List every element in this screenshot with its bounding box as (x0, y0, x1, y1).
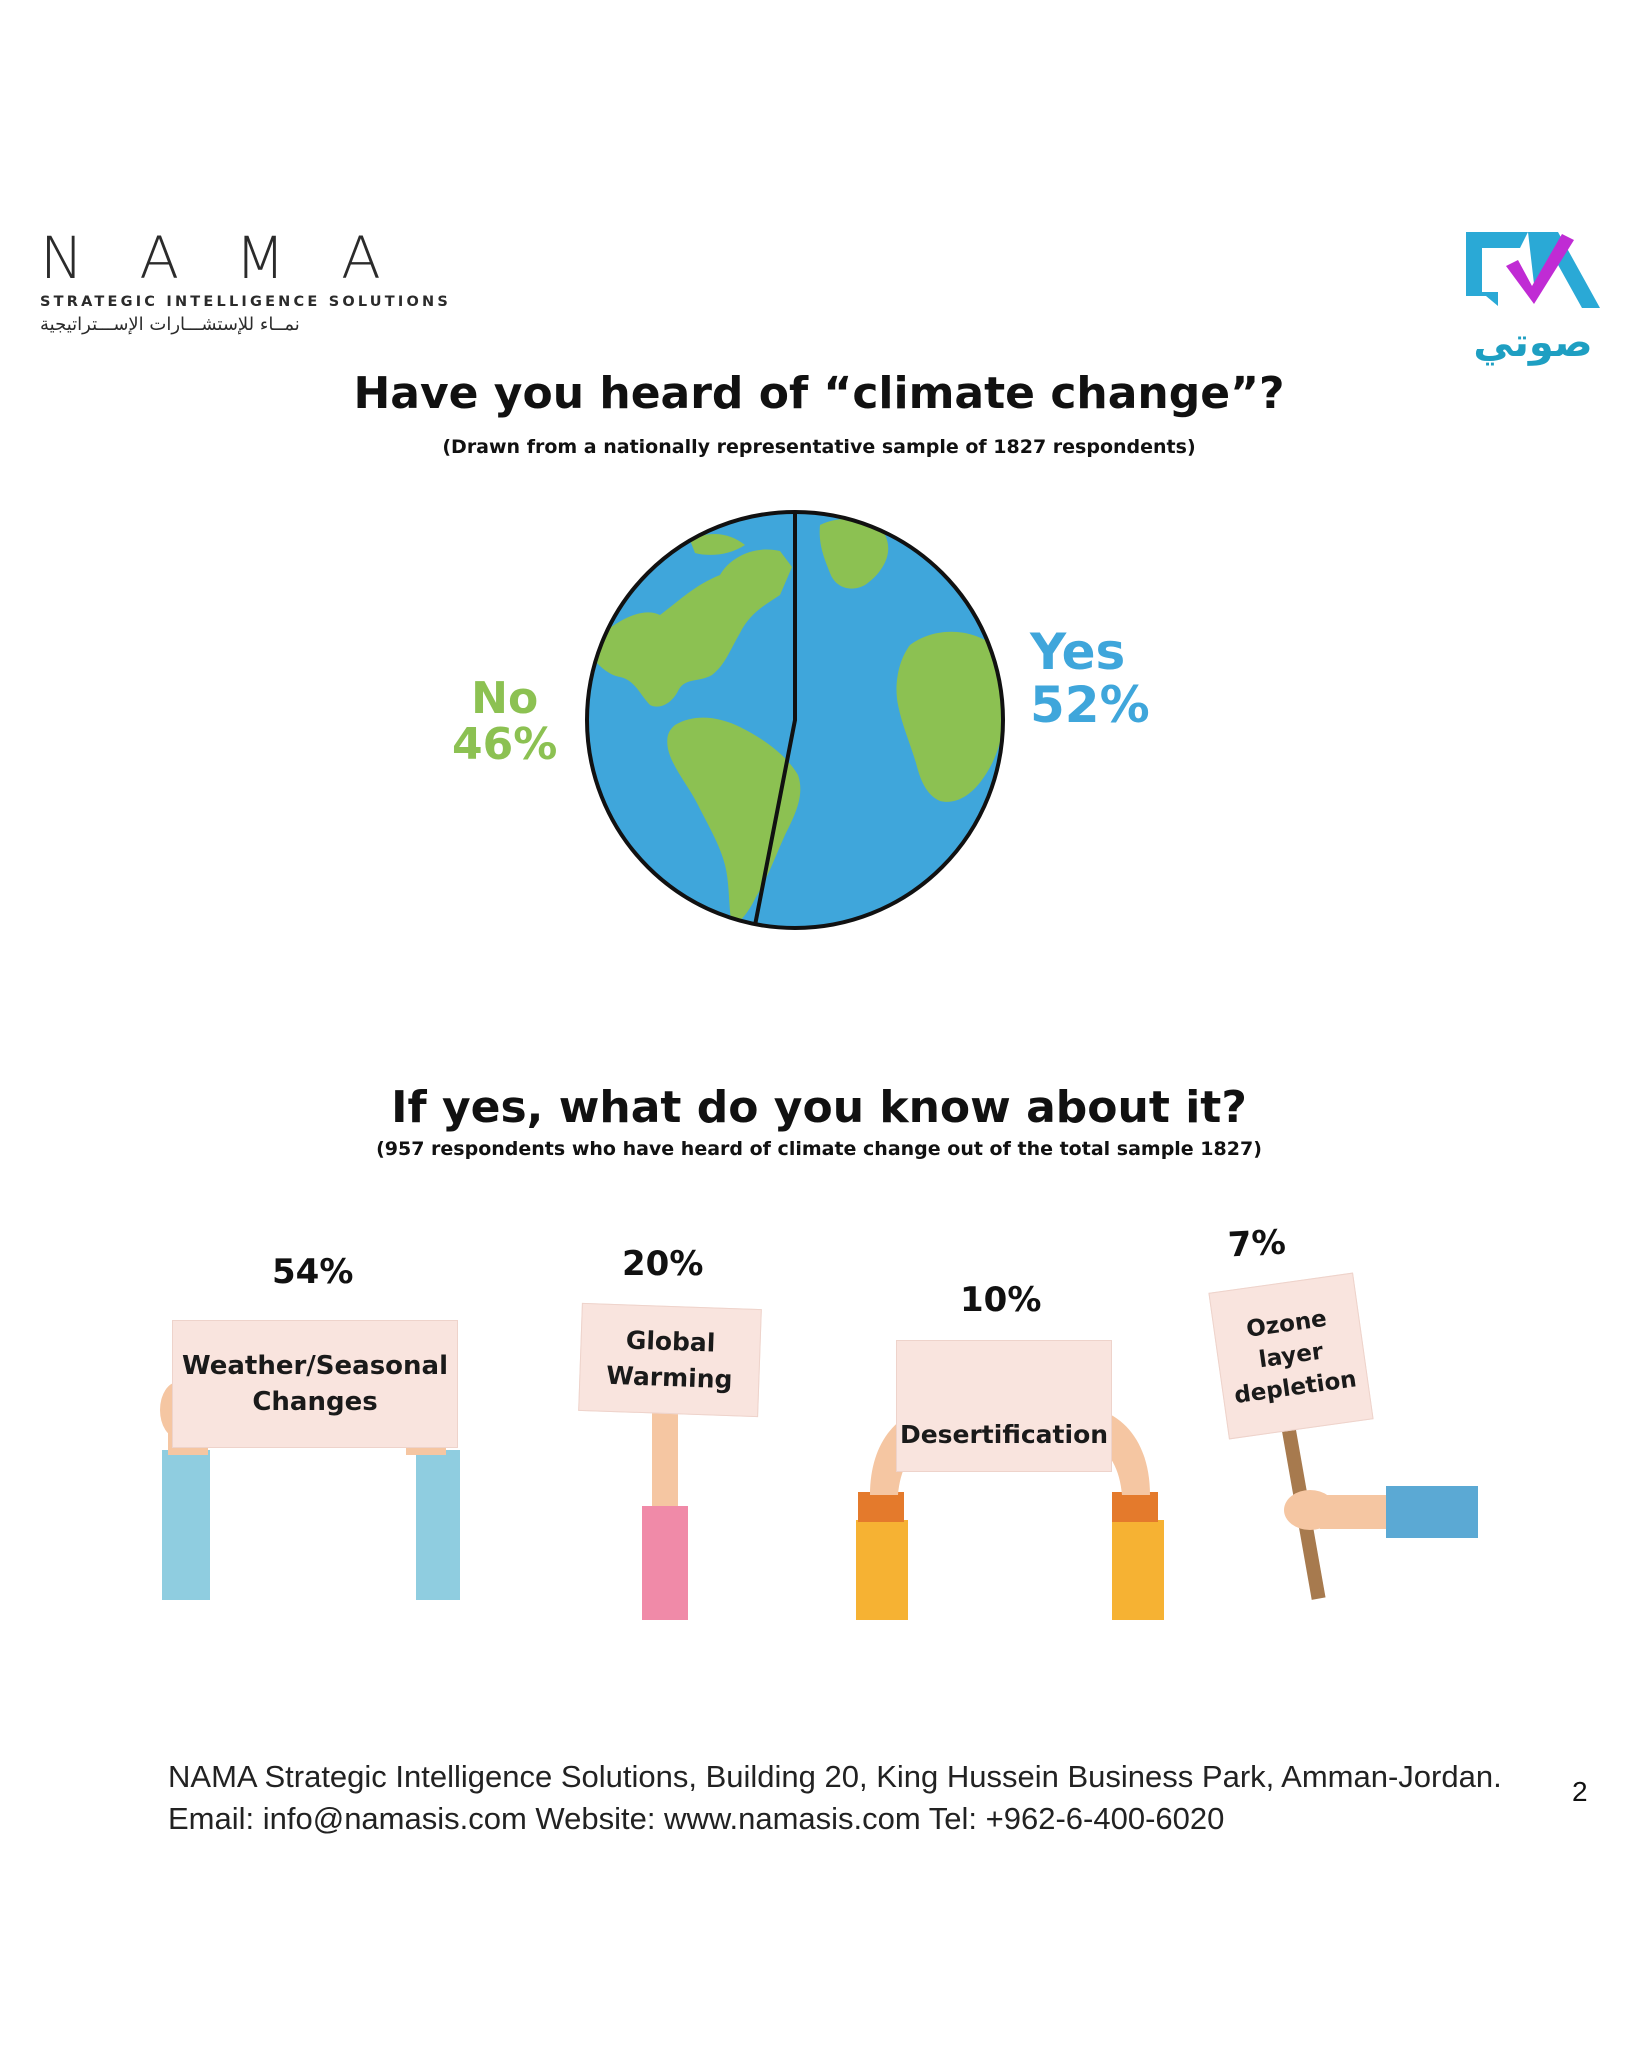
sign-board: Ozone layer depletion (1208, 1272, 1374, 1440)
nama-logo-letters: NAMA (40, 224, 437, 292)
sign-text-line: Weather/Seasonal (181, 1351, 449, 1381)
footer-contact: NAMA Strategic Intelligence Solutions, B… (168, 1756, 1528, 1840)
footer-contact-line: Email: info@namasis.com Website: www.nam… (168, 1801, 1225, 1836)
sawti-checkmark-icon (1466, 232, 1600, 308)
earth-pie-svg (585, 510, 1005, 930)
sign-value-label: 20% (622, 1244, 704, 1284)
question-1-title: Have you heard of “climate change”? (353, 368, 1285, 419)
nama-logo-tagline: STRATEGIC INTELLIGENCE SOLUTIONS (40, 294, 451, 310)
pie-slice-divider (753, 512, 797, 925)
sign-value-label: 10% (960, 1280, 1042, 1320)
pie-label-no-name: No (471, 673, 539, 724)
page-number: 2 (1572, 1776, 1588, 1807)
sign-item-global-warming: 20% Global Warming (570, 1210, 770, 1630)
sign-item-desertification: 10% Desertification (850, 1210, 1170, 1630)
sign-text-line: Warming (605, 1360, 733, 1395)
nama-logo: NAMA STRATEGIC INTELLIGENCE SOLUTIONS نم… (40, 224, 451, 338)
pie-label-no-value: 46% (452, 719, 558, 771)
question-2-subtitle: (957 respondents who have heard of clima… (376, 1138, 1262, 1160)
arm-illustration-4 (1280, 1420, 1478, 1600)
nama-logo-arabic: نمــاء للإستشـــارات الإســـتراتيجية (40, 314, 300, 335)
knowledge-signs-chart: 54% Weather/Seasonal Changes 20% Global (140, 1210, 1520, 1630)
sign-text-line: Desertification (899, 1420, 1109, 1449)
footer-address: NAMA Strategic Intelligence Solutions, B… (168, 1759, 1502, 1794)
sign-board: Global Warming (578, 1302, 762, 1418)
question-2-title: If yes, what do you know about it? (391, 1082, 1247, 1133)
pie-label-no: No 46% (452, 673, 558, 771)
pie-label-yes-name: Yes (1030, 623, 1126, 681)
sign-board: Desertification (896, 1340, 1112, 1472)
sawti-logo: صوتي (1458, 220, 1608, 366)
sign-text-line: Global (625, 1325, 716, 1358)
sign-item-ozone: 7% Ozone layer depletion (1200, 1210, 1520, 1630)
sign-board: Weather/Seasonal Changes (172, 1320, 458, 1448)
question-1-subtitle: (Drawn from a nationally representative … (442, 436, 1196, 458)
sawti-logo-word: صوتي (1473, 320, 1593, 366)
pie-chart (580, 505, 1010, 935)
pie-label-yes-value: 52% (1030, 675, 1150, 734)
pie-label-yes: Yes 52% (1030, 626, 1150, 731)
sign-item-weather: 54% Weather/Seasonal Changes (140, 1210, 460, 1630)
sign-text-line: Changes (252, 1387, 378, 1417)
arm-illustration-2 (642, 1368, 688, 1620)
sign-value-label: 54% (272, 1252, 354, 1292)
